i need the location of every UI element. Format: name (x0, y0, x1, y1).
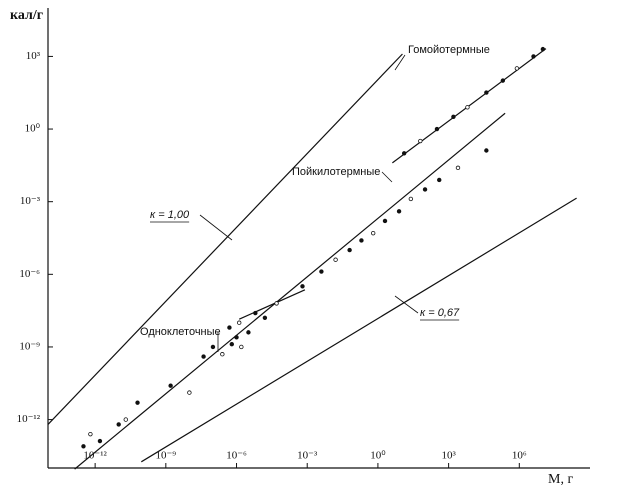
data-point (239, 344, 244, 350)
data-point (359, 238, 364, 243)
leader-line (381, 171, 393, 183)
data-point (347, 247, 352, 253)
trend-line (238, 289, 306, 320)
data-point (500, 78, 506, 83)
y-tick-label: 10⁰ (25, 123, 41, 135)
data-point (396, 209, 402, 214)
x-tick-label: 10⁻³ (297, 450, 318, 462)
trend-line (74, 112, 506, 470)
data-point (234, 335, 239, 340)
line-label: Гомойотермные (408, 44, 490, 56)
y-tick-label: 10⁻⁶ (19, 268, 40, 280)
data-point (229, 341, 234, 347)
data-point (422, 187, 428, 192)
data-point (370, 230, 376, 236)
data-point (300, 284, 305, 289)
line-label: к = 0,67 (420, 307, 460, 319)
data-point (135, 400, 140, 405)
data-point (253, 310, 258, 316)
x-tick-label: 10⁰ (370, 450, 386, 462)
line-label: Пойкилотермные (292, 166, 380, 178)
y-tick-label: 10³ (26, 50, 41, 62)
data-point (333, 257, 338, 262)
data-point (220, 352, 225, 357)
data-point (451, 114, 456, 120)
data-point (262, 315, 268, 320)
data-point (540, 46, 546, 52)
data-point (408, 196, 414, 202)
y-tick-label: 10⁻¹² (17, 413, 41, 425)
data-point (531, 54, 536, 59)
data-point (437, 177, 442, 183)
data-point (274, 301, 279, 306)
data-point (81, 444, 86, 449)
data-point (123, 417, 128, 422)
data-point (455, 165, 461, 171)
leader-line (394, 54, 406, 71)
data-point (382, 218, 388, 224)
y-axis-title: кал/г (10, 8, 43, 23)
data-point (201, 354, 206, 359)
x-axis-title: М, г (548, 472, 573, 487)
data-point (227, 325, 232, 330)
trend-line (140, 197, 577, 463)
data-point (484, 90, 489, 95)
data-point (246, 330, 251, 335)
data-point (210, 344, 216, 350)
data-point (514, 66, 520, 71)
data-point (97, 438, 103, 444)
data-point (187, 390, 192, 395)
trend-line (47, 53, 403, 425)
data-point (168, 383, 173, 388)
y-tick-label: 10⁻⁹ (19, 340, 40, 352)
data-point (319, 269, 324, 274)
data-point (116, 422, 121, 427)
data-point (88, 431, 93, 437)
x-tick-label: 10³ (441, 450, 456, 462)
data-point (401, 151, 407, 156)
x-tick-label: 10⁶ (512, 450, 527, 462)
line-label: Одноклеточные (140, 326, 221, 338)
y-tick-label: 10⁻³ (20, 195, 41, 207)
data-point (434, 126, 440, 132)
data-point (237, 320, 242, 325)
x-tick-label: 10⁻⁶ (226, 450, 247, 462)
data-point (418, 138, 423, 144)
leader-line (199, 214, 233, 241)
trend-line (391, 48, 547, 164)
data-point (465, 105, 470, 110)
line-label: к = 1,00 (150, 209, 190, 221)
x-tick-label: 10⁻⁹ (155, 450, 176, 462)
data-point (484, 148, 489, 153)
leader-line (394, 295, 419, 314)
x-tick-label: 10⁻¹² (83, 450, 107, 462)
